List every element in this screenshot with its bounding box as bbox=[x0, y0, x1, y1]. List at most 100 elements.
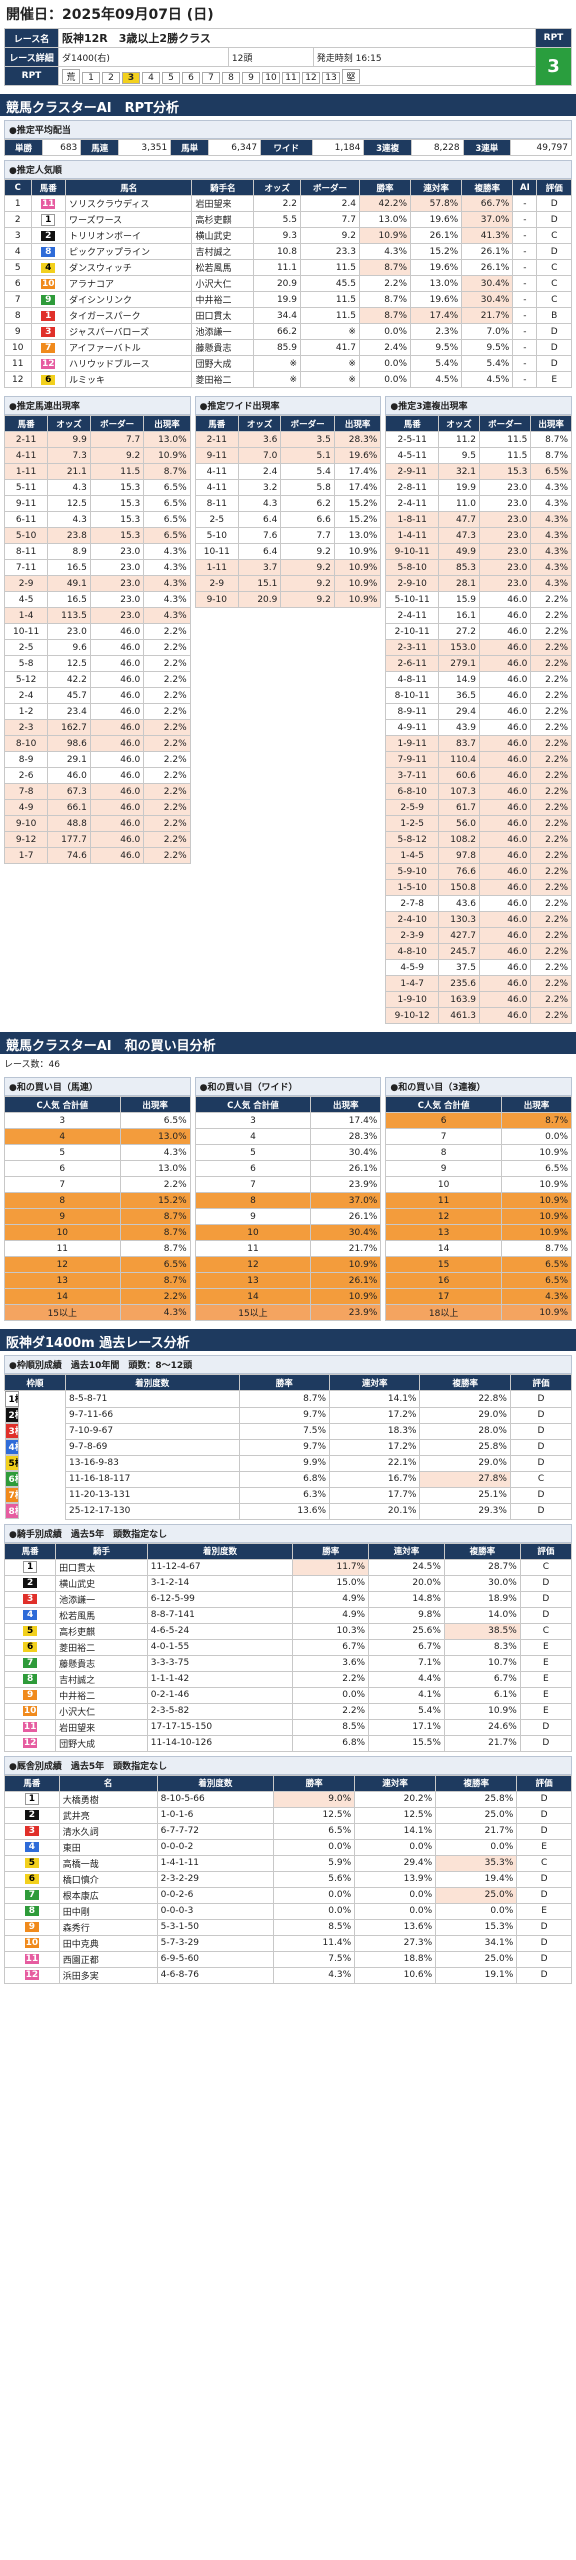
wa-sanren-title: ●和の買い目（3連複） bbox=[385, 1077, 573, 1096]
ren-rate: 25.6% bbox=[368, 1622, 445, 1640]
combo: 2-11 bbox=[194, 431, 239, 448]
border: 46.0 bbox=[479, 719, 532, 736]
border: 7.7 bbox=[280, 527, 335, 544]
odds: 23.8 bbox=[47, 527, 91, 544]
trainer-stats-table: 馬番名着別度数 勝率 連対率 複勝率 評価 1 大橋勇樹 8-10-5-66 9.0% 20.2%… bbox=[4, 1774, 572, 1984]
jockey_stats-row: 7 藤懸貴志 3-3-3-75 3.6% 7.1% 10.7% E bbox=[3, 1654, 573, 1672]
win-rate: 2.2% bbox=[292, 1702, 370, 1720]
trainer-stats-title: ●厩舎別成績 過去5年 頭数指定なし bbox=[4, 1755, 572, 1775]
wa_wide-row: 8 37.0% bbox=[194, 1192, 382, 1209]
border: 46.0 bbox=[479, 655, 532, 672]
win-rate: 0.0% bbox=[292, 1686, 370, 1704]
waku-fuku: 28.0% bbox=[419, 1422, 511, 1440]
combo: 5-10-11 bbox=[385, 591, 440, 608]
sanren-row: 4-5-9 37.5 46.0 2.2% bbox=[385, 959, 573, 976]
jockey_stats-col-header: 複勝率 bbox=[443, 1542, 521, 1560]
pop-horse-no-cell: 8 bbox=[30, 243, 67, 260]
waku-eval: D bbox=[509, 1502, 573, 1520]
pop-horse-no-cell: 3 bbox=[30, 323, 67, 340]
race-detail-label: レース詳細 bbox=[4, 47, 59, 67]
person-name: 大橋勇樹 bbox=[58, 1790, 158, 1808]
occurrence-rate: 8.7% bbox=[119, 1208, 191, 1225]
waku-ren: 14.1% bbox=[329, 1390, 421, 1408]
ren-rate: 9.8% bbox=[368, 1606, 445, 1624]
sum-value: 9 bbox=[4, 1208, 121, 1225]
pop-ren-rate: 5.4% bbox=[410, 355, 463, 372]
pop-odds: 34.4 bbox=[253, 307, 301, 324]
ren-rate: 10.6% bbox=[354, 1966, 437, 1984]
trainer_stats-col-header: 評価 bbox=[516, 1774, 572, 1792]
pop-horse-no-cell: 1 bbox=[30, 211, 67, 228]
combo: 6-11 bbox=[3, 511, 49, 528]
rate: 2.2% bbox=[530, 1007, 573, 1024]
sum-value: 6 bbox=[385, 1112, 502, 1129]
horse-no-cell: 1 bbox=[4, 1790, 60, 1808]
sum-value: 6 bbox=[4, 1160, 121, 1177]
wa_wide-row: 15以上 23.9% bbox=[194, 1304, 382, 1321]
umaren-row: 9-12 177.7 46.0 2.2% bbox=[3, 831, 191, 848]
odds: 8.9 bbox=[47, 543, 91, 560]
trainer_stats-row: 2 武井亮 1-0-1-6 12.5% 12.5% 25.0% D bbox=[4, 1806, 572, 1824]
jockey_stats-col-header: 馬番 bbox=[3, 1542, 57, 1560]
jockey-stats-title: ●騎手別成績 過去5年 頭数指定なし bbox=[4, 1523, 572, 1543]
occurrence-rate: 10.9% bbox=[500, 1224, 573, 1241]
rate: 2.2% bbox=[143, 847, 191, 864]
pop-jockey: 小沢大仁 bbox=[191, 275, 255, 292]
page: 開催日：2025年09月07日 (日) レース名 阪神12R 3歳以上2勝クラス… bbox=[0, 7, 576, 1984]
eval: E bbox=[516, 1838, 572, 1856]
pop-border: 11.5 bbox=[300, 259, 360, 276]
combo: 7-9-11 bbox=[385, 751, 440, 768]
umaren-row: 4-9 66.1 46.0 2.2% bbox=[3, 799, 191, 816]
sum-value: 14 bbox=[4, 1288, 121, 1305]
combo: 4-11 bbox=[194, 463, 239, 480]
wa_wide-row: 7 23.9% bbox=[194, 1176, 382, 1193]
person-name: 小沢大仁 bbox=[55, 1702, 148, 1720]
record: 0-0-2-6 bbox=[156, 1886, 275, 1904]
wide-table: 馬番 オッズ ボーダー 出現率 2-11 3.6 3.5 28.3% 9-11 7.0 5.1 19.… bbox=[194, 415, 382, 608]
odds: 45.7 bbox=[47, 687, 91, 704]
pop-eval: B bbox=[536, 307, 572, 324]
pop-ai: - bbox=[512, 339, 538, 356]
pop-ai: - bbox=[512, 243, 538, 260]
border: 15.3 bbox=[89, 527, 145, 544]
record: 6-12-5-99 bbox=[146, 1590, 294, 1608]
fuku-rate: 21.7% bbox=[443, 1734, 521, 1752]
wa_umaren-row: 5 4.3% bbox=[4, 1144, 191, 1161]
wa-wide-title: ●和の買い目（ワイド） bbox=[194, 1077, 382, 1096]
pop-win-rate: 8.7% bbox=[358, 259, 412, 276]
combo: 4-8-10 bbox=[385, 943, 440, 960]
pop-col-header: 連対率 bbox=[410, 179, 463, 196]
umaren-row: 2-9 49.1 23.0 4.3% bbox=[3, 575, 191, 592]
win-rate: 4.9% bbox=[292, 1590, 370, 1608]
record: 1-1-1-42 bbox=[146, 1670, 294, 1688]
odds: 6.4 bbox=[237, 511, 282, 528]
combo: 4-9-11 bbox=[385, 719, 440, 736]
odds: 153.0 bbox=[438, 639, 481, 656]
border: 23.0 bbox=[479, 575, 532, 592]
rate: 2.2% bbox=[530, 751, 573, 768]
sanren-row: 9-10-11 49.9 23.0 4.3% bbox=[385, 543, 573, 560]
pop-ren-rate: 19.6% bbox=[410, 211, 463, 228]
waku-badge: 2 bbox=[23, 1578, 38, 1588]
win-rate: 5.9% bbox=[273, 1854, 356, 1872]
rate: 19.6% bbox=[333, 447, 382, 464]
rate: 15.2% bbox=[333, 495, 382, 512]
occurrence-rate: 6.5% bbox=[500, 1256, 573, 1273]
waku-label: 5枠 bbox=[4, 1455, 19, 1471]
horse-no-cell: 8 bbox=[3, 1670, 57, 1688]
waku-badge: 10 bbox=[41, 278, 56, 289]
trainer_stats-col-header: 勝率 bbox=[273, 1774, 356, 1792]
wa_sanren-row: 15 6.5% bbox=[385, 1256, 573, 1273]
horse-no-cell: 3 bbox=[3, 1590, 57, 1608]
border: 23.0 bbox=[479, 527, 532, 544]
pop-fuku-rate: 30.4% bbox=[461, 275, 514, 292]
sum-value: 8 bbox=[194, 1192, 312, 1209]
odds: 7.6 bbox=[237, 527, 282, 544]
rpt-chip: 4 bbox=[142, 71, 160, 84]
payout-label: 単勝 bbox=[3, 139, 44, 156]
occurrence-rate: 26.1% bbox=[310, 1272, 382, 1289]
waku-badge: 11 bbox=[41, 198, 56, 209]
pop-ai: - bbox=[512, 371, 538, 388]
umaren-row: 5-11 4.3 15.3 6.5% bbox=[3, 479, 191, 496]
